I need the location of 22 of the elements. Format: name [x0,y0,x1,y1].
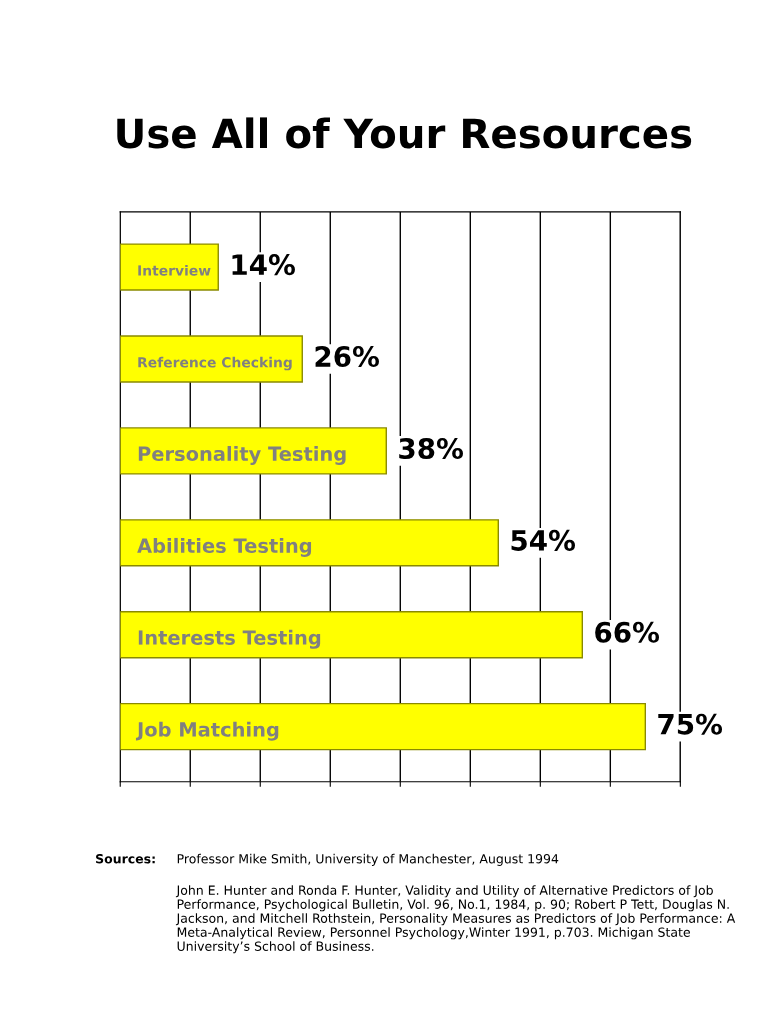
data-label: 75% [658,713,723,735]
y-tick-label: Job Matching [135,721,279,741]
bar [120,519,499,567]
text: John E. Hunter and Ronda F. Hunter, Validity and Utility of Alternative Predictors of Job Performance, Psychological Bulletin, Vol. 96, No.1, 1984, p. 90; Robert P Tett, Douglas N. Jackson, and Mitchell Rothstein, Personality Measures as Predictors of Job Performance: A Meta-Analytical Review, Personnel Psychology,Winter 1991, p.703. Michigan State University’s School of Business. [175,885,736,954]
bar [120,702,647,751]
y-tick-label: Interview [138,264,211,276]
data-label: 14% [232,254,295,276]
chart-title: Use All of Your Resources [117,117,692,149]
y-tick-label: Interests Testing [138,629,321,649]
bar [120,611,584,659]
data-label: 38% [399,437,463,459]
y-tick-label: Personality Testing [138,446,346,465]
bar [120,427,387,475]
data-label: 54% [511,529,576,551]
source-note: Sources: [96,854,155,864]
data-label: 26% [315,346,379,368]
data-label: 66% [595,621,660,643]
y-tick-label: Reference Checking [138,356,292,371]
text: Professor Mike Smith, University of Manchester, August 1994 [177,853,559,866]
bar [120,243,219,291]
y-tick-label: Abilities Testing [137,537,312,557]
bar [120,335,303,383]
